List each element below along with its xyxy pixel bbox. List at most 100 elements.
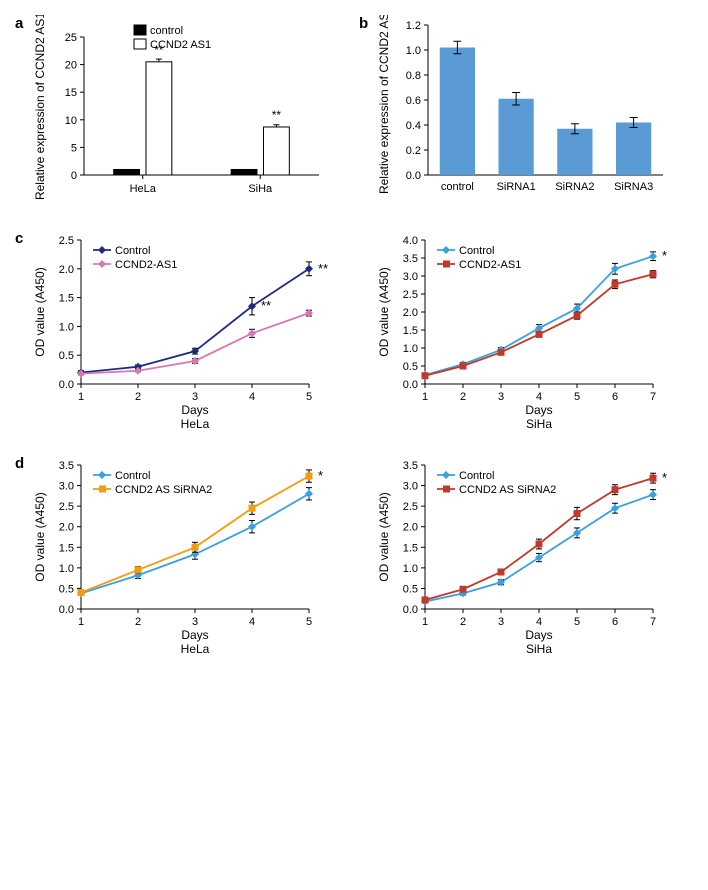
svg-text:*: * [662, 470, 667, 485]
svg-text:10: 10 [65, 115, 77, 127]
svg-text:3.0: 3.0 [403, 481, 418, 493]
svg-text:0.0: 0.0 [406, 170, 421, 182]
svg-text:OD value (A450): OD value (A450) [377, 492, 391, 581]
svg-text:6: 6 [612, 616, 618, 628]
svg-text:5: 5 [71, 142, 77, 154]
svg-text:4.0: 4.0 [403, 235, 418, 247]
svg-text:0.5: 0.5 [403, 361, 418, 373]
svg-text:HeLa: HeLa [130, 183, 157, 195]
row-c: c 0.0 0.5 1.0 1.5 2.0 2.5 1 2 3 4 5 OD value (A450)… [15, 230, 693, 430]
svg-text:2.5: 2.5 [403, 501, 418, 513]
svg-text:1: 1 [422, 616, 428, 628]
svg-text:1.5: 1.5 [59, 542, 74, 554]
panel-a-chart: 0 5 10 15 20 25 Relative expression of CCND2 A… [29, 15, 329, 205]
svg-text:4: 4 [536, 391, 542, 403]
svg-text:5: 5 [306, 616, 312, 628]
svg-text:2.5: 2.5 [403, 289, 418, 301]
svg-text:5: 5 [306, 391, 312, 403]
svg-text:1.0: 1.0 [406, 45, 421, 57]
svg-text:OD value (A450): OD value (A450) [33, 492, 47, 581]
svg-text:SiRNA3: SiRNA3 [614, 181, 653, 193]
svg-text:7: 7 [650, 391, 656, 403]
svg-text:6: 6 [612, 391, 618, 403]
svg-text:1: 1 [422, 391, 428, 403]
panel-b-label: b [359, 15, 373, 32]
svg-text:Relative expression of CCND2 A: Relative expression of CCND2 AS1 [377, 15, 391, 194]
svg-text:3.0: 3.0 [59, 481, 74, 493]
panel-c-siha-chart: 0.00.51.01.52.02.53.03.54.01234567OD val… [373, 230, 673, 430]
svg-text:0.8: 0.8 [406, 70, 421, 82]
svg-text:0.6: 0.6 [406, 95, 421, 107]
svg-text:**: ** [318, 261, 328, 276]
svg-text:3: 3 [192, 391, 198, 403]
svg-text:7: 7 [650, 616, 656, 628]
svg-text:3: 3 [498, 616, 504, 628]
svg-text:CCND2 AS SiRNA2: CCND2 AS SiRNA2 [115, 484, 212, 496]
svg-text:2.0: 2.0 [59, 264, 74, 276]
svg-text:*: * [662, 248, 667, 263]
svg-text:4: 4 [249, 391, 255, 403]
svg-text:0.0: 0.0 [403, 379, 418, 391]
svg-text:SiRNA2: SiRNA2 [555, 181, 594, 193]
svg-text:0.0: 0.0 [403, 604, 418, 616]
svg-text:1: 1 [78, 391, 84, 403]
svg-text:2: 2 [135, 391, 141, 403]
svg-text:1.0: 1.0 [59, 563, 74, 575]
svg-text:1.5: 1.5 [403, 325, 418, 337]
svg-text:HeLa: HeLa [181, 417, 210, 430]
panel-d-label: d [15, 455, 29, 472]
svg-text:SiHa: SiHa [526, 642, 552, 655]
svg-text:2: 2 [460, 391, 466, 403]
svg-text:CCND2 AS SiRNA2: CCND2 AS SiRNA2 [459, 484, 556, 496]
svg-text:1.0: 1.0 [403, 563, 418, 575]
svg-text:0.5: 0.5 [59, 350, 74, 362]
svg-text:CCND2-AS1: CCND2-AS1 [115, 259, 177, 271]
svg-text:0: 0 [71, 170, 77, 182]
svg-text:Control: Control [115, 245, 150, 257]
svg-text:OD value (A450): OD value (A450) [33, 267, 47, 356]
svg-text:control: control [441, 181, 474, 193]
svg-text:4: 4 [249, 616, 255, 628]
svg-text:0.0: 0.0 [59, 379, 74, 391]
svg-text:OD value (A450): OD value (A450) [377, 267, 391, 356]
svg-text:3.5: 3.5 [59, 460, 74, 472]
panel-d-siha-chart: 0.00.51.01.52.02.53.03.51234567OD value … [373, 455, 673, 655]
svg-text:Days: Days [181, 403, 208, 417]
svg-text:20: 20 [65, 60, 77, 72]
svg-text:2: 2 [135, 616, 141, 628]
svg-text:5: 5 [574, 616, 580, 628]
row-d: d 0.00.51.01.52.02.53.03.512345OD value … [15, 455, 693, 655]
svg-text:*: * [318, 468, 323, 483]
svg-text:Days: Days [525, 403, 552, 417]
svg-text:SiRNA1: SiRNA1 [497, 181, 536, 193]
svg-text:Control: Control [115, 470, 150, 482]
panel-b-chart: 0.00.20.40.60.81.01.2Relative expression… [373, 15, 673, 205]
svg-text:1.2: 1.2 [406, 20, 421, 32]
svg-text:Control: Control [459, 245, 494, 257]
svg-text:3.0: 3.0 [403, 271, 418, 283]
svg-text:CCND2-AS1: CCND2-AS1 [459, 259, 521, 271]
svg-text:15: 15 [65, 87, 77, 99]
svg-text:0.5: 0.5 [59, 583, 74, 595]
panel-c-label: c [15, 230, 29, 247]
figure-container: a 0510152025Relative expression of CCND2… [15, 15, 693, 655]
svg-text:25: 25 [65, 32, 77, 44]
svg-text:3: 3 [498, 391, 504, 403]
svg-text:3.5: 3.5 [403, 460, 418, 472]
svg-text:1.0: 1.0 [403, 343, 418, 355]
svg-text:3: 3 [192, 616, 198, 628]
panel-d-hela-chart: 0.00.51.01.52.02.53.03.512345OD value (A… [29, 455, 329, 655]
svg-text:Control: Control [459, 470, 494, 482]
svg-text:4: 4 [536, 616, 542, 628]
svg-text:2: 2 [460, 616, 466, 628]
svg-text:2.5: 2.5 [59, 235, 74, 247]
svg-text:SiHa: SiHa [526, 417, 552, 430]
svg-text:control: control [150, 25, 183, 37]
svg-text:HeLa: HeLa [181, 642, 210, 655]
svg-text:0.0: 0.0 [59, 604, 74, 616]
svg-text:0.4: 0.4 [406, 120, 421, 132]
svg-text:0.5: 0.5 [403, 583, 418, 595]
svg-text:1.5: 1.5 [59, 293, 74, 305]
svg-text:1.0: 1.0 [59, 321, 74, 333]
svg-text:Relative expression of CCND2 A: Relative expression of CCND2 AS1 [33, 15, 47, 200]
